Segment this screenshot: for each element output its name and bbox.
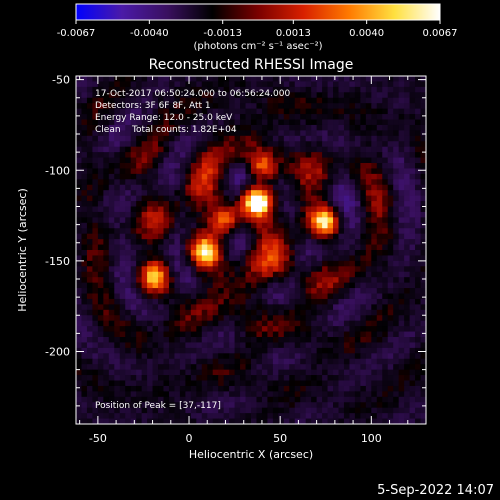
colorbar-tick-label: 0.0040 (349, 28, 384, 39)
x-axis-label: Heliocentric X (arcsec) (189, 448, 313, 461)
x-tick-label: -50 (89, 432, 107, 445)
x-tick-label: 100 (361, 432, 382, 445)
annotation-peak-position: Position of Peak = [37,-117] (95, 401, 221, 411)
y-axis-label: Heliocentric Y (arcsec) (16, 188, 29, 312)
y-tick-label: -150 (45, 255, 70, 268)
colorbar-tick-label: -0.0067 (57, 28, 96, 39)
plot-frame (75, 75, 427, 425)
colorbar-label: (photons cm⁻² s⁻¹ asec⁻²) (193, 41, 322, 52)
chart-title: Reconstructed RHESSI Image (149, 57, 354, 73)
colorbar (75, 3, 441, 21)
colorbar-tick-label: 0.0067 (423, 28, 458, 39)
colorbar-tick-label: -0.0040 (130, 28, 169, 39)
colorbar-ticks: -0.0067 -0.0040 -0.0013 0.0013 0.0040 0.0067 (57, 20, 458, 39)
annotation-energy-range: Energy Range: 12.0 - 25.0 keV (95, 113, 233, 123)
x-tick-label: 50 (273, 432, 287, 445)
heatmap-image (76, 76, 426, 424)
colorbar-tick-label: 0.0013 (276, 28, 311, 39)
footer-date: 5-Sep-2022 14:07 (377, 483, 494, 498)
annotation-detectors: Detectors: 3F 6F 8F, Att 1 (95, 101, 211, 111)
y-tick-label: -50 (52, 74, 70, 87)
annotation-time-range: 17-Oct-2017 06:50:24.000 to 06:56:24.000 (95, 89, 290, 99)
y-tick-label: -200 (45, 346, 70, 359)
axes: -50 0 50 100 -50 -100 -150 -200 (45, 74, 427, 445)
y-tick-label: -100 (45, 164, 70, 177)
annotation-clean-counts: Clean Total counts: 1.82E+04 (95, 125, 237, 135)
x-tick-label: 0 (186, 432, 193, 445)
colorbar-tick-label: -0.0013 (203, 28, 242, 39)
